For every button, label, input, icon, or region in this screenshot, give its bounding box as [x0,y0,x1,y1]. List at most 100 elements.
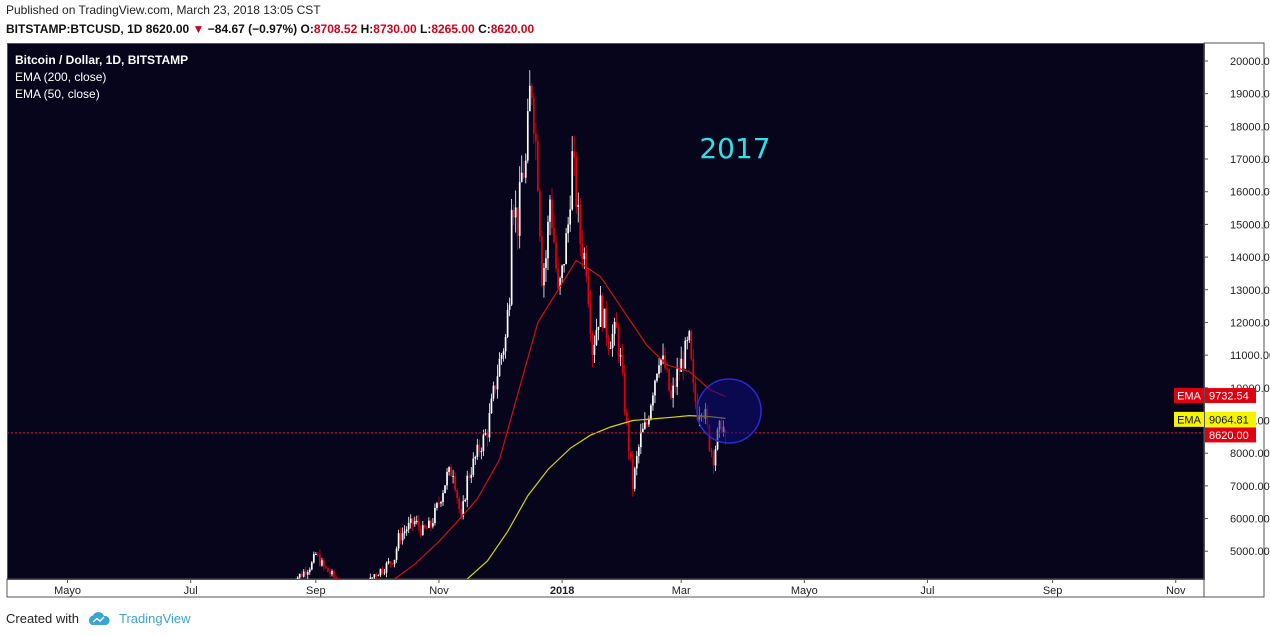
price-tag-label: EMA [1177,414,1202,426]
candle-body [633,468,636,489]
candle-body [541,236,543,286]
candle-body [593,344,596,356]
candle-body [641,428,644,432]
candle-body [587,276,590,305]
candle-body [446,472,448,486]
candle-body [625,412,628,422]
candle-body [300,573,303,577]
price-tag-label-box [1174,388,1204,404]
candle-body [690,331,693,360]
candle-body [611,333,614,348]
plot-frame [7,43,1205,580]
y-tick-label: 8000.00 [1230,448,1270,460]
candle-body [506,309,509,337]
candle-body [532,98,535,134]
candle-body [468,475,471,478]
candle-body [296,577,299,579]
candle-body [486,432,489,438]
candle-body [403,531,406,534]
candle-body [448,467,450,473]
candle-body [444,485,446,494]
candle-body [480,451,483,453]
candle-body [579,204,582,244]
candle-body [623,372,626,413]
candle-body [553,227,555,243]
candle-body [637,447,640,457]
candle-body [488,413,491,438]
candle-body [308,569,311,573]
candle-body [464,499,467,502]
candle-body [597,326,600,331]
candle-body [676,368,679,387]
candle-body [405,529,408,532]
candle-body [492,385,495,399]
candle-body [672,385,674,398]
candle-body [472,458,475,475]
chart-title: Bitcoin / Dollar, 1D, BITSTAMP [15,53,188,67]
candle-body [504,336,507,352]
candle-body [462,501,465,517]
candle-body [601,295,604,328]
price-tag-value: 8620.00 [1209,430,1249,442]
candle-body [585,253,588,277]
tradingview-link[interactable]: TradingView [118,611,191,626]
candle-body [393,559,396,565]
candle-body [682,358,685,369]
created-with-label: Created with [6,611,79,626]
candle-body [656,373,658,381]
candle-body [617,327,620,357]
candle-body [609,347,612,349]
candle-body [644,422,646,429]
candle-body [583,253,586,260]
candle-body [442,493,444,503]
candle-body [549,199,551,222]
candle-body [577,204,580,207]
candle-body [573,151,576,158]
candle-body [428,520,430,528]
x-tick-label: Sep [1043,585,1063,597]
candle-body [684,340,687,369]
candle-body [569,209,572,225]
legend-entry: EMA (50, close) [15,87,100,101]
candle-body [298,573,301,578]
candle-body [575,157,578,207]
candle-body [438,503,440,505]
candle-body [500,354,503,359]
x-tick-label: Jul [184,585,198,597]
candle-body [369,577,372,579]
candle-body [522,172,525,178]
ema50-line [394,259,726,579]
y-tick-label: 18000.00 [1230,121,1270,133]
x-tick-label: Sep [306,585,326,597]
candle-body [470,474,473,478]
high-label: H: [360,22,374,36]
candle-body [399,533,402,541]
y-tick-label: 5000.00 [1230,546,1270,558]
x-tick-label: Mayo [791,585,818,597]
candle-body [306,572,309,575]
candle-body [591,333,594,356]
candle-body [432,523,434,527]
candle-body [607,337,610,349]
year-annotation: 2017 [699,132,770,165]
price-tag-label: EMA [1177,391,1202,403]
plot-background [7,43,1204,579]
candle-body [436,503,438,508]
candle-body [557,268,559,289]
candle-body [714,449,717,466]
candle-body [650,405,652,420]
candle-body [539,190,541,237]
last-price: 8620.00 [145,22,190,36]
candle-body [563,263,565,266]
candle-body [331,570,333,575]
candle-body [654,380,656,396]
candle-body [595,330,598,345]
candle-body [658,365,660,374]
candle-body [325,566,327,568]
candle-body [567,224,570,234]
candle-body [415,520,418,522]
y-tick-label: 11000.00 [1230,350,1270,362]
ohlc-bar: BITSTAMP:BTCUSD, 1D 8620.00 ▼ −84.67 (−0… [6,22,534,36]
highlight-circle [696,378,762,444]
